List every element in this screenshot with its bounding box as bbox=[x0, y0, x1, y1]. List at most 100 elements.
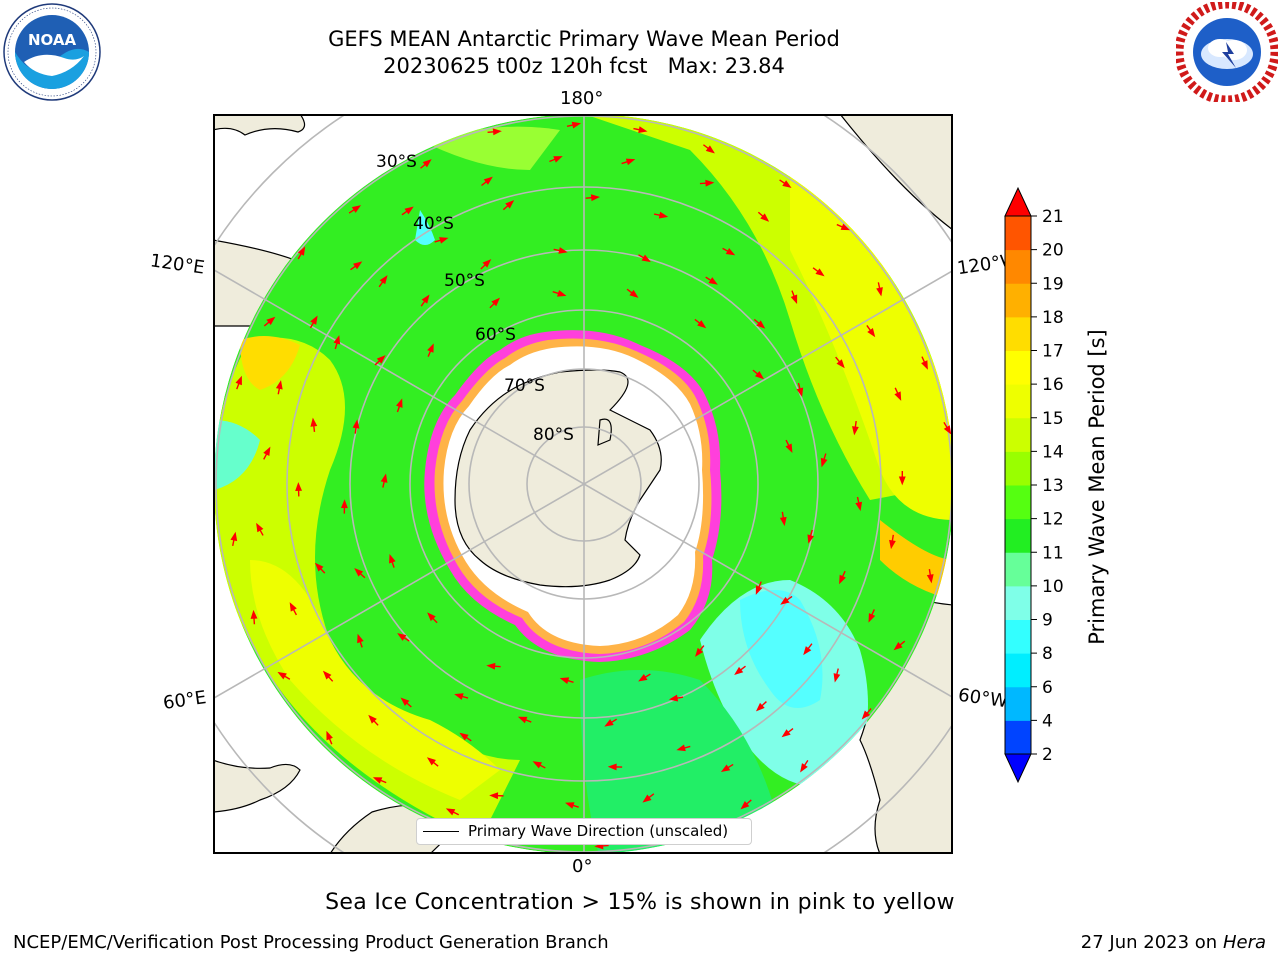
wave-direction-arrowhead bbox=[489, 792, 499, 800]
wave-direction-arrowhead bbox=[638, 674, 648, 682]
nws-logo bbox=[1174, 0, 1280, 106]
colorbar-tick-label: 16 bbox=[1042, 375, 1064, 395]
wave-direction-arrowhead bbox=[638, 126, 648, 134]
wave-direction-arrowhead bbox=[427, 343, 434, 353]
wave-direction-arrowhead bbox=[779, 516, 787, 527]
colorbar-tick-label: 20 bbox=[1042, 241, 1064, 261]
lat-label-50s: 50°S bbox=[444, 271, 485, 291]
wave-direction-arrowhead bbox=[482, 259, 492, 268]
chart-subtitle: 20230625 t00z 120h fcst Max: 23.84 bbox=[383, 54, 785, 78]
wave-direction-arrowhead bbox=[326, 730, 333, 741]
map-panel bbox=[213, 114, 953, 854]
wave-direction-arrowhead bbox=[642, 794, 652, 803]
colorbar-tick-label: 8 bbox=[1042, 644, 1053, 664]
wave-direction-arrowhead bbox=[553, 156, 563, 163]
wave-direction-arrowhead bbox=[565, 802, 575, 809]
wave-direction-arrowhead bbox=[571, 121, 582, 129]
footer-date-text: 27 Jun 2023 on bbox=[1080, 932, 1218, 953]
wave-direction-arrowhead bbox=[314, 562, 324, 572]
wave-direction-arrowhead bbox=[266, 316, 276, 326]
wave-direction-arrowhead bbox=[755, 702, 765, 712]
colorbar-segment bbox=[1005, 619, 1031, 654]
wave-direction-arrowhead bbox=[354, 568, 364, 577]
wave-direction-arrowhead bbox=[459, 732, 469, 741]
noaa-logo-text: NOAA bbox=[28, 31, 77, 49]
wave-direction-arrowhead bbox=[807, 534, 815, 544]
colorbar-tick-label: 15 bbox=[1042, 409, 1064, 429]
colorbar-segment bbox=[1005, 552, 1031, 587]
wave-direction-arrowhead bbox=[785, 443, 793, 453]
wave-direction-arrowhead bbox=[921, 360, 928, 370]
colorbar: 2 4 6 8 9 10 11 12 13 14 15 16 17 18 19 20 21 bbox=[995, 180, 1085, 796]
wave-direction-arrowhead bbox=[427, 612, 436, 622]
wave-direction-arrowhead bbox=[725, 247, 736, 256]
wave-direction-arrowhead bbox=[559, 677, 570, 684]
wave-direction-arrowhead bbox=[297, 246, 306, 256]
colorbar-tick-label: 12 bbox=[1042, 510, 1064, 530]
wave-direction-arrowhead bbox=[310, 315, 318, 325]
lat-label-30s: 30°S bbox=[376, 152, 417, 172]
wave-direction-arrowhead bbox=[868, 613, 876, 623]
sea-ice-note: Sea Ice Concentration > 15% is shown in … bbox=[325, 890, 955, 915]
wave-direction-arrowhead bbox=[943, 425, 951, 435]
wave-direction-arrowhead bbox=[322, 670, 332, 680]
wave-direction-arrowhead bbox=[855, 501, 863, 512]
wave-direction-arrowhead bbox=[422, 159, 432, 168]
footer-machine: Hera bbox=[1222, 932, 1266, 953]
colorbar-tick-label: 21 bbox=[1042, 207, 1064, 227]
wave-direction-arrowhead bbox=[695, 647, 704, 657]
colorbar-extend-high bbox=[1004, 186, 1032, 217]
lon-label-180: 180° bbox=[560, 88, 604, 109]
colorbar-tick-label: 18 bbox=[1042, 308, 1064, 328]
colorbar-segment bbox=[1005, 417, 1031, 452]
wave-direction-arrowhead bbox=[697, 320, 707, 329]
wave-direction-arrowhead bbox=[421, 294, 430, 304]
colorbar-segment bbox=[1005, 518, 1031, 553]
colorbar-segment bbox=[1005, 451, 1031, 486]
wave-direction-arrowhead bbox=[277, 671, 287, 680]
wave-direction-arrowhead bbox=[439, 237, 449, 244]
chart-title: GEFS MEAN Antarctic Primary Wave Mean Pe… bbox=[328, 27, 840, 51]
colorbar-segment bbox=[1005, 653, 1031, 688]
wave-direction-arrowhead bbox=[629, 289, 639, 298]
colorbar-tick-label: 4 bbox=[1042, 711, 1053, 731]
wave-direction-arrowhead bbox=[230, 531, 238, 542]
wave-direction-arrowhead bbox=[898, 476, 906, 486]
colorbar-tick-label: 6 bbox=[1042, 678, 1053, 698]
graticule bbox=[215, 116, 951, 852]
colorbar-segment bbox=[1005, 350, 1031, 385]
lon-label-0: 0° bbox=[572, 856, 593, 877]
wave-direction-arrowhead bbox=[720, 764, 731, 772]
wave-direction-arrowhead bbox=[397, 633, 407, 641]
lon-label-60e: 60°E bbox=[161, 687, 208, 714]
wave-direction-arrowhead bbox=[389, 553, 396, 564]
colorbar-segment bbox=[1005, 720, 1031, 755]
wave-direction-arrowhead bbox=[668, 694, 679, 702]
lat-label-60s: 60°S bbox=[475, 325, 516, 345]
wave-direction-arrowhead bbox=[517, 716, 528, 724]
wave-direction-arrowhead bbox=[357, 633, 364, 644]
colorbar-tick-label: 13 bbox=[1042, 476, 1064, 496]
wave-direction-arrowhead bbox=[708, 277, 718, 285]
wave-direction-arrowhead bbox=[852, 426, 859, 436]
wave-direction-arrowhead bbox=[333, 335, 341, 345]
wave-direction-arrowhead bbox=[340, 499, 348, 509]
wave-direction-arrowhead bbox=[404, 206, 414, 215]
antarctica bbox=[454, 369, 662, 588]
colorbar-segment bbox=[1005, 686, 1031, 721]
colorbar-tick-label: 17 bbox=[1042, 342, 1064, 362]
wave-direction-arrowhead bbox=[676, 744, 686, 752]
wave-direction-arrowhead bbox=[604, 719, 614, 727]
lon-label-120e: 120°E bbox=[148, 250, 206, 279]
wave-direction-arrowhead bbox=[893, 642, 903, 651]
lat-label-40s: 40°S bbox=[413, 214, 454, 234]
wave-direction-arrowhead bbox=[926, 574, 934, 584]
wave-direction-arrowhead bbox=[755, 585, 763, 595]
wave-direction-arrowhead bbox=[256, 522, 264, 533]
wave-direction-arrowhead bbox=[781, 729, 791, 738]
wave-direction-arrowhead bbox=[760, 213, 770, 222]
wave-direction-arrowhead bbox=[839, 574, 846, 585]
wave-direction-arrowhead bbox=[250, 609, 258, 619]
wave-direction-arrowhead bbox=[734, 666, 744, 676]
wave-direction-arrowhead bbox=[532, 761, 543, 769]
